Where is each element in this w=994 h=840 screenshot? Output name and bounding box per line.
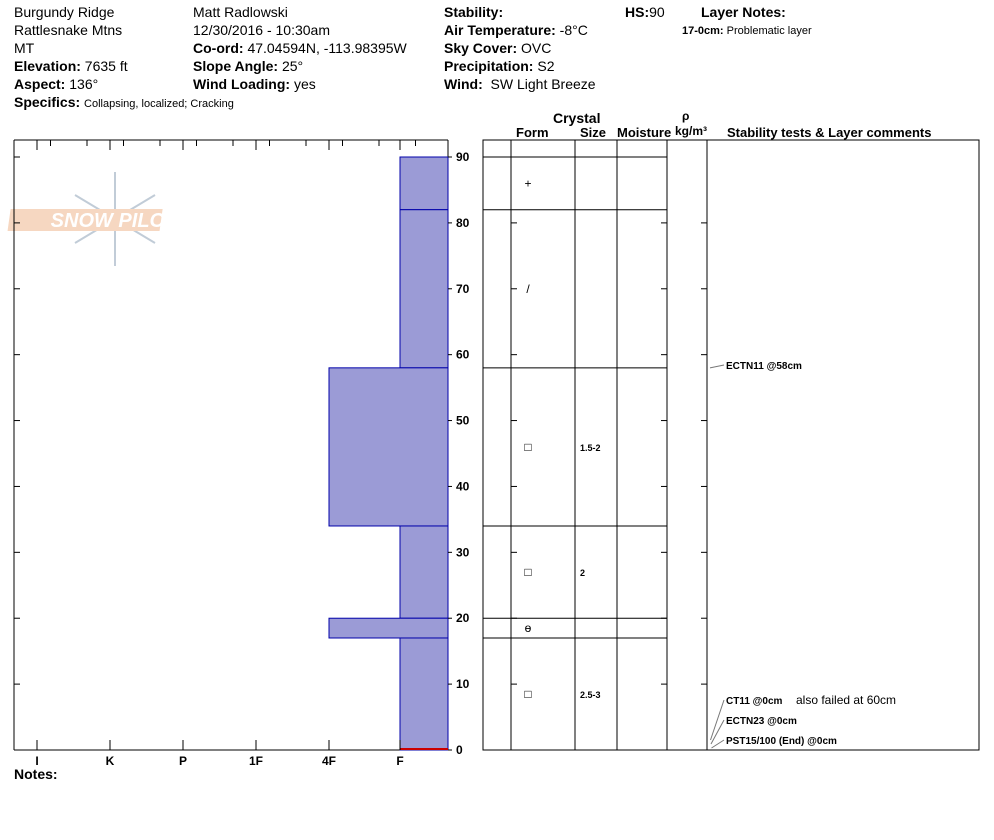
y-tick-label: 30: [456, 545, 470, 559]
layer-notes-label: Layer Notes:: [701, 4, 786, 20]
y-tick-label: 40: [456, 479, 470, 493]
stability-test-1: CT11 @0cm: [726, 696, 783, 707]
y-tick-label: 50: [456, 414, 470, 428]
hardness-bar-2: [328, 367, 449, 527]
hardness-label-F: F: [396, 754, 403, 768]
col-crystal: Crystal: [553, 110, 601, 126]
hardness-label-I: I: [35, 754, 38, 768]
y-tick-label: 60: [456, 348, 470, 362]
hardness-bar-0: [399, 156, 449, 211]
layer-table: [482, 139, 980, 751]
hardness-label-P: P: [179, 754, 187, 768]
col-comments: Stability tests & Layer comments: [727, 125, 932, 140]
stability: Stability:: [444, 4, 504, 20]
slope: Slope Angle: 25°: [193, 58, 304, 74]
svg-text:SNOW PILOT: SNOW PILOT: [51, 210, 179, 232]
stability-arrow-0: [709, 364, 725, 369]
notes-label: Notes:: [14, 766, 58, 782]
stability-test-2: ECTN23 @0cm: [726, 716, 797, 727]
col-density: kg/m³: [675, 124, 708, 138]
precipitation: Precipitation: S2: [444, 58, 555, 74]
crystal-form-4: ɵ: [525, 621, 532, 635]
y-tick-label: 90: [456, 150, 470, 164]
stability-test-0: ECTN11 @58cm: [726, 361, 802, 372]
col-size: Size: [580, 125, 607, 140]
location: Burgundy Ridge: [14, 4, 115, 20]
hardness-label-1F: 1F: [249, 754, 263, 768]
stability-arrow-3: [711, 739, 725, 749]
wind-loading: Wind Loading: yes: [193, 76, 316, 92]
crystal-form-0: +: [524, 176, 531, 190]
hardness-bar-5: [399, 637, 449, 751]
crystal-form-1: /: [526, 282, 530, 296]
air-temp: Air Temperature: -8°C: [444, 22, 588, 38]
y-tick-label: 80: [456, 216, 470, 230]
elevation: Elevation: 7635 ft: [14, 58, 128, 74]
plot-area: I K P 1F 4F F 0 10 20 30 40 50 60 70 80 90 + / □ 1.5-2 □ 2 ɵ □ 2…: [13, 139, 980, 768]
layer-note: 17-0cm: Problematic layer: [682, 25, 812, 37]
y-tick-label: 10: [456, 677, 470, 691]
sky-cover: Sky Cover: OVC: [444, 40, 552, 56]
hardness-label-4F: 4F: [322, 754, 336, 768]
hs: HS:90: [625, 4, 665, 20]
observer: Matt Radlowski: [193, 4, 288, 20]
col-moisture: Moisture: [617, 125, 672, 140]
coord: Co-ord: 47.04594N, -113.98395W: [193, 40, 407, 56]
y-tick-label: 0: [456, 743, 463, 757]
stability-arrow-1: [710, 699, 725, 741]
range: Rattlesnake Mtns: [14, 22, 123, 38]
snowpilot-logo: SNOW PILOT: [7, 172, 179, 266]
crystal-size-5: 2.5-3: [580, 690, 601, 700]
state: MT: [14, 40, 35, 56]
crystal-form-3: □: [524, 565, 531, 579]
specifics: Specifics: Collapsing, localized; Cracki…: [14, 94, 234, 110]
stability-arrow-2: [710, 719, 725, 745]
stability-test-3: PST15/100 (End) @0cm: [726, 736, 837, 747]
col-rho: ρ: [682, 109, 690, 123]
crystal-form-2: □: [524, 440, 531, 454]
wind: Wind: SW Light Breeze: [444, 76, 596, 92]
hardness-bar-4: [328, 617, 449, 639]
y-tick-label: 20: [456, 611, 470, 625]
aspect: Aspect: 136°: [14, 76, 99, 92]
col-form: Form: [516, 125, 549, 140]
hardness-bar-1: [399, 209, 449, 369]
crystal-size-2: 1.5-2: [580, 443, 601, 453]
crystal-form-5: □: [524, 687, 531, 701]
stability-note-1: also failed at 60cm: [796, 693, 896, 707]
hardness-label-K: K: [106, 754, 115, 768]
y-tick-label: 70: [456, 282, 470, 296]
crystal-size-3: 2: [580, 568, 585, 578]
datetime: 12/30/2016 - 10:30am: [193, 22, 330, 38]
hardness-bar-3: [399, 525, 449, 619]
